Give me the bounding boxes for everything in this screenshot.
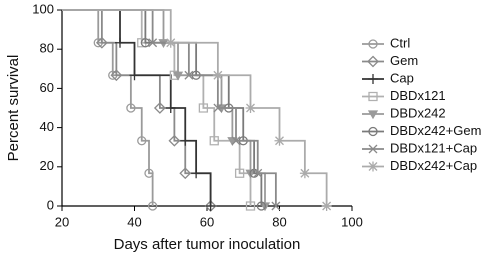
- marker: [274, 135, 285, 146]
- marker: [147, 201, 158, 211]
- legend-marker: [367, 110, 379, 120]
- x-tick-label: 100: [341, 214, 363, 229]
- marker: [110, 69, 123, 82]
- marker: [184, 70, 194, 80]
- y-tick-label: 80: [40, 41, 54, 56]
- marker: [179, 167, 192, 180]
- survival-line: [62, 9, 154, 206]
- marker: [144, 168, 154, 178]
- marker: [180, 135, 191, 146]
- marker: [213, 103, 223, 113]
- x-axis-title: Days after tumor inoculation: [114, 236, 301, 253]
- legend-marker: [367, 55, 379, 68]
- marker: [140, 38, 151, 48]
- y-tick-label: 60: [40, 80, 54, 95]
- x-tick-label: 80: [272, 214, 286, 229]
- legend-label: DBDx121: [390, 88, 446, 103]
- legend-marker: [368, 39, 378, 49]
- y-axis-title: Percent survival: [5, 55, 22, 162]
- marker: [137, 136, 147, 146]
- marker: [148, 38, 158, 48]
- marker: [256, 201, 267, 211]
- y-tick-label: 0: [47, 197, 54, 212]
- marker: [212, 70, 223, 81]
- y-tick-label: 40: [40, 119, 54, 134]
- legend-marker: [368, 144, 378, 154]
- legend-label: DBDx242+Cap: [390, 158, 477, 173]
- marker: [299, 168, 310, 179]
- marker: [172, 71, 184, 81]
- legend-marker: [368, 161, 378, 172]
- legend-marker: [368, 126, 378, 137]
- legend-label: DBDx242+Gem: [390, 123, 481, 138]
- marker: [165, 37, 176, 48]
- marker: [153, 102, 166, 114]
- legend-label: Gem: [390, 53, 418, 68]
- survival-line: [62, 9, 212, 206]
- marker: [231, 136, 241, 146]
- legend-marker: [368, 74, 378, 84]
- legend-label: Ctrl: [390, 35, 410, 50]
- marker: [198, 103, 209, 113]
- marker: [126, 103, 136, 113]
- x-tick-label: 20: [55, 214, 69, 229]
- marker: [253, 168, 263, 178]
- marker: [191, 168, 202, 179]
- marker: [205, 201, 216, 211]
- y-tick-label: 100: [32, 1, 54, 16]
- marker: [321, 201, 332, 211]
- marker: [209, 136, 219, 146]
- marker: [129, 70, 140, 81]
- legend-label: DBDx121+Cap: [390, 140, 477, 155]
- marker: [165, 103, 176, 113]
- marker: [245, 103, 256, 113]
- marker: [115, 37, 125, 48]
- marker: [234, 168, 245, 178]
- marker: [95, 36, 108, 49]
- marker: [168, 134, 181, 147]
- y-tick-label: 20: [40, 158, 54, 173]
- marker: [245, 201, 256, 211]
- x-tick-label: 40: [127, 214, 141, 229]
- x-tick-label: 60: [200, 214, 214, 229]
- legend-label: DBDx242: [390, 105, 446, 120]
- marker: [271, 201, 281, 211]
- legend-label: Cap: [390, 70, 414, 85]
- legend-marker: [368, 91, 378, 102]
